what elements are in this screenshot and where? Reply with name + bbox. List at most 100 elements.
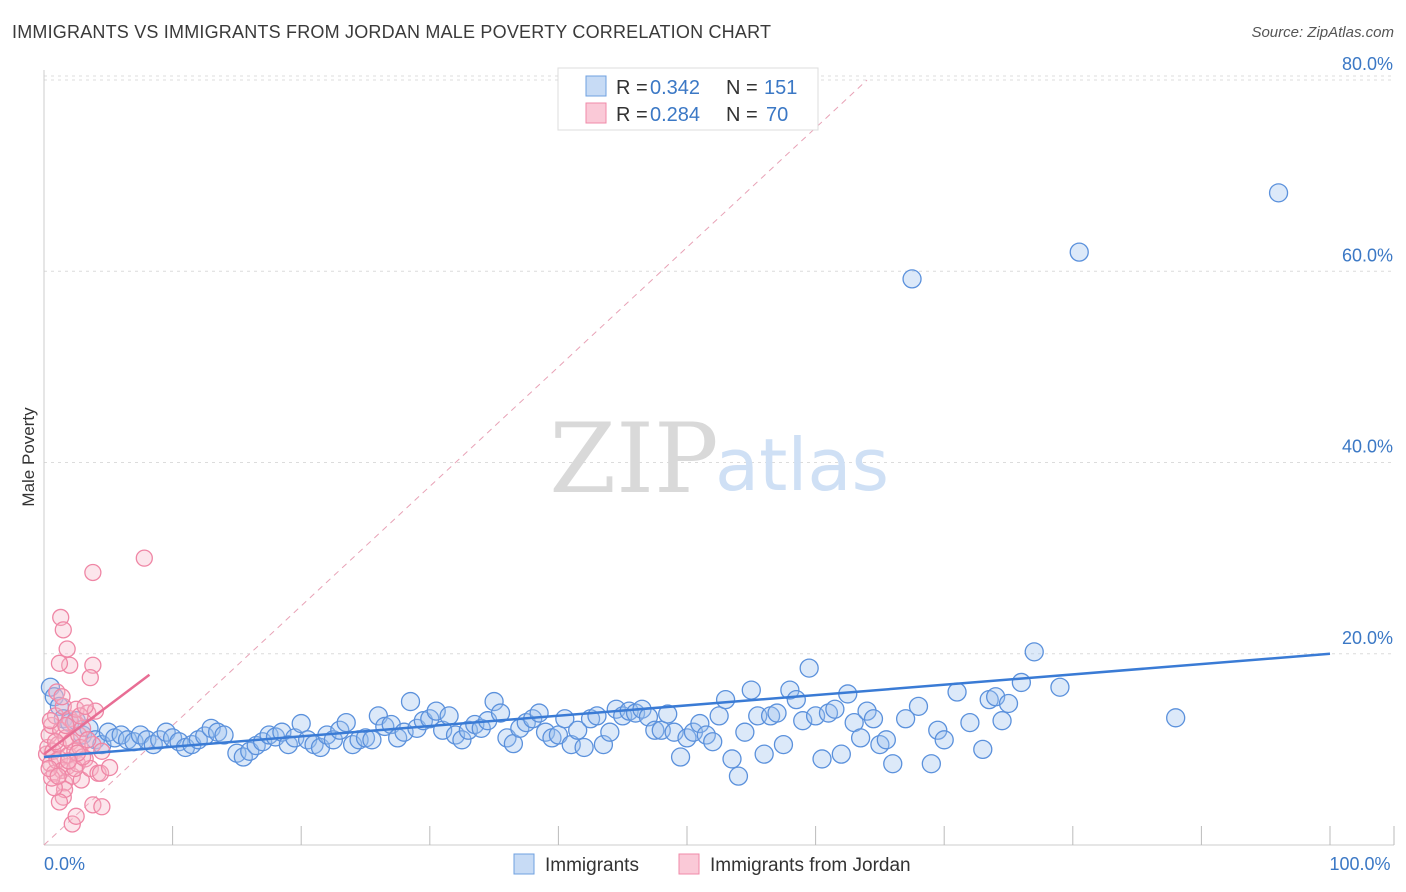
x-tick-label-1: 100.0% [1329,854,1390,874]
immigrants-point-118 [799,658,819,678]
source-label: Source: ZipAtlas.com [1251,24,1394,41]
jordan-point-33 [86,702,105,720]
legend-n-label-1: N = [726,77,763,99]
immigrants-point-105 [715,690,736,710]
immigrants-point-147 [1166,708,1186,728]
watermark-atlas: atlas [715,423,889,507]
immigrants-point-128 [863,709,884,729]
immigrants-point-104 [709,706,729,726]
immigrants-point-138 [960,712,980,733]
immigrants-point-85 [587,706,607,726]
x-tick-label-0: 0.0% [44,854,85,874]
bottom-legend-swatch-jordan [678,853,700,875]
jordan-point-62 [100,758,119,777]
jordan-point-63 [46,733,65,751]
legend-r-label-2: R = [616,104,653,126]
immigrants-point-123 [831,744,851,764]
immigrants-point-87 [600,722,620,742]
immigrants-point-107 [728,766,749,786]
legend-n-label-2: N = [726,104,763,126]
jordan-point-51 [50,793,69,811]
immigrants-point-94 [645,720,665,740]
immigrants-point-150 [1268,183,1289,203]
immigrants-point-70 [490,703,511,723]
immigrants-point-126 [850,728,871,748]
immigrants-point-116 [786,690,806,710]
jordan-point-60 [79,731,97,749]
immigrants-point-145 [1024,642,1044,662]
immigrants-point-28 [214,725,234,745]
x-axis-ticks [172,826,1395,845]
y-tick-label-3: 80.0% [1342,54,1393,74]
diagonal-reference-line [43,79,868,846]
immigrants-point-50 [362,730,382,750]
jordan-point-67 [49,767,67,785]
y-axis-label: Male Poverty [19,407,38,507]
immigrants-trend-line [43,652,1331,759]
jordan-point-56 [53,688,71,706]
jordan-point-61 [91,764,110,782]
jordan-point-69 [59,752,78,770]
immigrants-point-133 [908,696,929,716]
y-tick-label-1: 40.0% [1342,437,1393,457]
immigrants-point-136 [934,730,954,750]
immigrants-point-142 [992,711,1012,731]
immigrants-point-108 [735,722,755,742]
immigrants-point-83 [574,737,594,758]
immigrants-point-76 [529,703,549,723]
jordan-point-64 [57,716,75,735]
bottom-legend-swatch-immigrants [513,853,535,875]
series-legend: Immigrants Immigrants from Jordan [513,853,911,876]
jordan-point-59 [71,707,89,725]
x-axis-tick-labels: 0.0% 100.0% [44,854,1391,874]
immigrants-point-109 [741,680,761,700]
immigrants-point-143 [998,693,1019,714]
immigrants-point-144 [1011,672,1032,693]
immigrants-point-69 [484,691,504,712]
immigrants-point-46 [336,712,356,733]
immigrants-point-106 [722,749,742,769]
immigrants-point-131 [883,754,903,774]
immigrants-point-62 [439,706,459,726]
immigrants-point-39 [291,713,311,734]
immigrants-point-130 [876,730,896,750]
immigrants-point-59 [420,709,440,729]
legend-n-value-1: 151 [764,77,797,99]
y-axis-tick-labels: 20.0% 40.0% 60.0% 80.0% [1342,54,1393,648]
immigrants-point-120 [812,749,832,769]
immigrants-point-113 [767,703,787,723]
immigrants-point-115 [780,680,800,700]
stats-legend: R = 0.342 N = 151 R = 0.284 N = 70 [557,67,819,131]
immigrants-point-114 [773,734,794,755]
immigrants-point-139 [973,739,993,760]
immigrants-point-56 [400,691,421,712]
jordan-point-43 [84,563,102,582]
immigrants-point-64 [452,730,472,750]
immigrants-point-101 [690,713,710,734]
immigrants-point-103 [703,732,723,752]
immigrants-point-148 [902,269,922,289]
legend-r-value-2: 0.284 [650,104,700,126]
immigrants-point-86 [593,734,614,755]
y-tick-label-2: 60.0% [1342,245,1393,265]
jordan-point-50 [93,798,111,816]
immigrants-point-111 [754,744,774,764]
immigrants-point-82 [568,720,588,740]
immigrants-point-134 [921,754,941,774]
immigrants-point-96 [658,704,678,724]
jordan-point-55 [48,683,66,701]
gridlines [44,75,1394,655]
jordan-point-66 [41,712,60,730]
immigrants-point-146 [1050,677,1070,697]
immigrants-point-127 [857,701,877,721]
legend-r-label-1: R = [616,77,653,99]
legend-r-value-1: 0.342 [650,77,700,99]
jordan-point-38 [58,640,76,658]
legend-swatch-immigrants [585,75,607,97]
immigrants-point-137 [947,682,967,702]
immigrants-point-135 [928,720,948,740]
watermark: ZIP atlas [549,403,889,515]
immigrants-point-79 [548,725,569,745]
jordan-trend-line [43,673,151,756]
